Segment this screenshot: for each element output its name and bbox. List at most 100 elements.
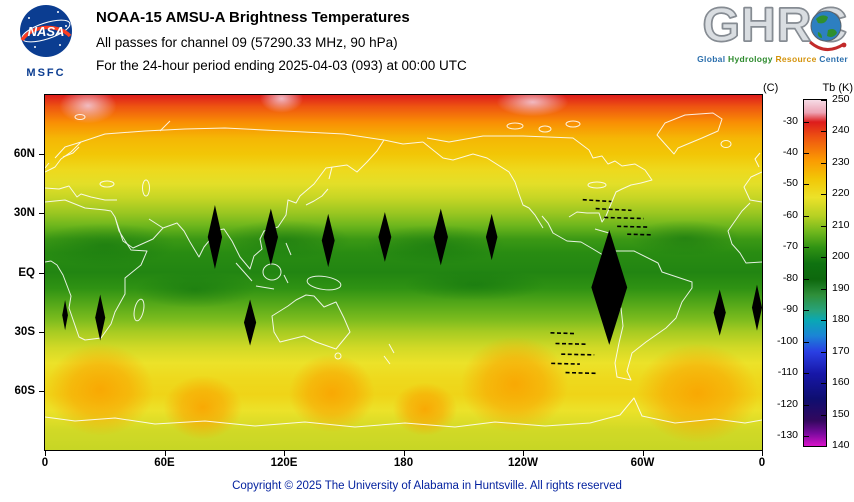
lat-tick-mark [39, 154, 44, 156]
scan-artifact-streak [582, 198, 612, 203]
colorbar-celsius-scale: -30 -40 -50 -60 -70 -80 -90 -100 -110 -120 -130 [764, 99, 800, 445]
kelvin-tick-label: 200 [832, 250, 850, 263]
celsius-tick-mark [804, 247, 809, 249]
kelvin-tick-label: 240 [832, 124, 850, 137]
field-texture [35, 220, 740, 308]
scan-artifact-streak [555, 342, 588, 346]
celsius-tick-mark [804, 184, 809, 186]
lat-label: EQ [18, 266, 35, 279]
ghrc-logo: GHRC Global Hydrology Resource Center [668, 0, 848, 78]
scan-artifact-streak [551, 362, 580, 365]
celsius-tick-mark [804, 278, 809, 280]
scan-artifact-streak [550, 332, 576, 335]
lon-label: 0 [41, 457, 49, 469]
lat-tick-mark [39, 331, 44, 333]
lat-label: 30S [14, 325, 35, 338]
celsius-tick-mark [804, 153, 809, 154]
kelvin-tick-label: 170 [832, 344, 850, 357]
colorbar-kelvin-scale: 250 240 230 220 210 200 190 180 170 160 150 140 [832, 93, 854, 451]
kelvin-tick-label: 250 [832, 93, 850, 105]
kelvin-tick-label: 150 [832, 407, 850, 420]
warm-anomaly-blob [460, 336, 569, 433]
kelvin-tick-mark [821, 446, 826, 447]
scan-artifacts [550, 198, 652, 375]
page-title: NOAA-15 AMSU-A Brightness Temperatures [96, 9, 410, 26]
copyright: Copyright © 2025 The University of Alaba… [232, 480, 622, 492]
nasa-logo-block: NASA MSFC [10, 3, 82, 79]
data-gap-diamond [62, 300, 68, 331]
data-gap-diamond [263, 208, 279, 266]
subtitle-period: For the 24-hour period ending 2025-04-03… [96, 58, 467, 73]
lon-label: 60W [630, 457, 655, 469]
kelvin-tick-mark [821, 257, 826, 259]
celsius-tick-mark [804, 436, 809, 438]
lon-tick-mark [45, 451, 46, 456]
data-gap-diamond [321, 213, 335, 268]
kelvin-tick-mark [821, 100, 826, 101]
ghrc-tagline-word: Center [819, 54, 848, 64]
lon-label: 0 [758, 457, 766, 469]
colorbar-gradient [803, 99, 827, 447]
data-gap-diamond [591, 229, 628, 345]
data-gap-diamond [378, 212, 392, 262]
lon-tick-mark [284, 451, 285, 456]
lat-label: 60N [13, 148, 35, 161]
warm-anomaly-blob [163, 375, 243, 440]
nasa-logo-icon: NASA [20, 5, 72, 57]
lon-label: 60E [154, 457, 175, 469]
ghrc-tagline: Global Hydrology Resource Center [668, 54, 848, 64]
kelvin-tick-mark [821, 194, 826, 196]
lon-label: 120E [270, 457, 298, 469]
colorbar-unit-kelvin: Tb (K) [822, 82, 853, 94]
data-gap-diamond [485, 213, 498, 261]
celsius-tick-label: -90 [782, 303, 798, 316]
data-gap-diamond [713, 289, 726, 336]
scan-artifact-streak [595, 207, 632, 212]
lon-tick-mark [642, 451, 644, 456]
subtitle-channel: All passes for channel 09 (57290.33 MHz,… [96, 35, 398, 50]
kelvin-tick-label: 140 [832, 439, 850, 451]
ghrc-tagline-word: Hydrology [728, 54, 773, 64]
kelvin-tick-mark [821, 351, 826, 353]
ghrc-globe-icon [809, 10, 847, 51]
kelvin-tick-label: 160 [832, 376, 850, 389]
data-gap-diamond [243, 299, 257, 346]
kelvin-tick-label: 230 [832, 155, 850, 168]
data-gaps [62, 205, 762, 346]
celsius-tick-label: -100 [776, 334, 798, 347]
celsius-tick-mark [804, 310, 809, 312]
lat-label: 60S [14, 384, 35, 397]
latitude-axis: 60N 30N EQ 30S 60S [0, 95, 44, 450]
celsius-tick-label: -50 [782, 177, 798, 190]
ghrc-tagline-word: Resource [775, 54, 817, 64]
celsius-tick-label: -30 [782, 114, 798, 127]
data-gap-diamond [207, 205, 223, 269]
lon-tick-mark [523, 451, 524, 456]
scan-artifact-streak [617, 225, 648, 228]
celsius-tick-mark [804, 215, 809, 217]
celsius-tick-label: -40 [782, 146, 798, 158]
celsius-tick-mark [804, 341, 809, 343]
map-frame [35, 84, 763, 451]
warm-anomaly-blob [636, 343, 759, 443]
lon-label: 120W [507, 457, 539, 469]
kelvin-tick-mark [821, 225, 826, 227]
kelvin-tick-mark [821, 383, 826, 385]
kelvin-tick-mark [821, 131, 826, 133]
nasa-wordmark: NASA [28, 24, 65, 39]
msfc-label: MSFC [26, 67, 66, 79]
scan-artifact-streak [565, 371, 598, 375]
celsius-tick-label: -130 [776, 429, 798, 442]
kelvin-tick-mark [821, 162, 826, 164]
south-warm-anomalies [46, 336, 759, 443]
scan-artifact-streak [561, 353, 595, 356]
colorbar-units: (C) Tb (K) [763, 82, 853, 94]
data-gap-diamond [433, 208, 448, 266]
celsius-tick-label: -70 [782, 240, 798, 253]
celsius-tick-label: -110 [777, 366, 798, 379]
celsius-tick-label: -120 [776, 397, 798, 410]
lat-label: 30N [13, 207, 35, 220]
arctic-warm-spot [496, 87, 569, 117]
title-block: NOAA-15 AMSU-A Brightness Temperatures A… [96, 5, 467, 81]
